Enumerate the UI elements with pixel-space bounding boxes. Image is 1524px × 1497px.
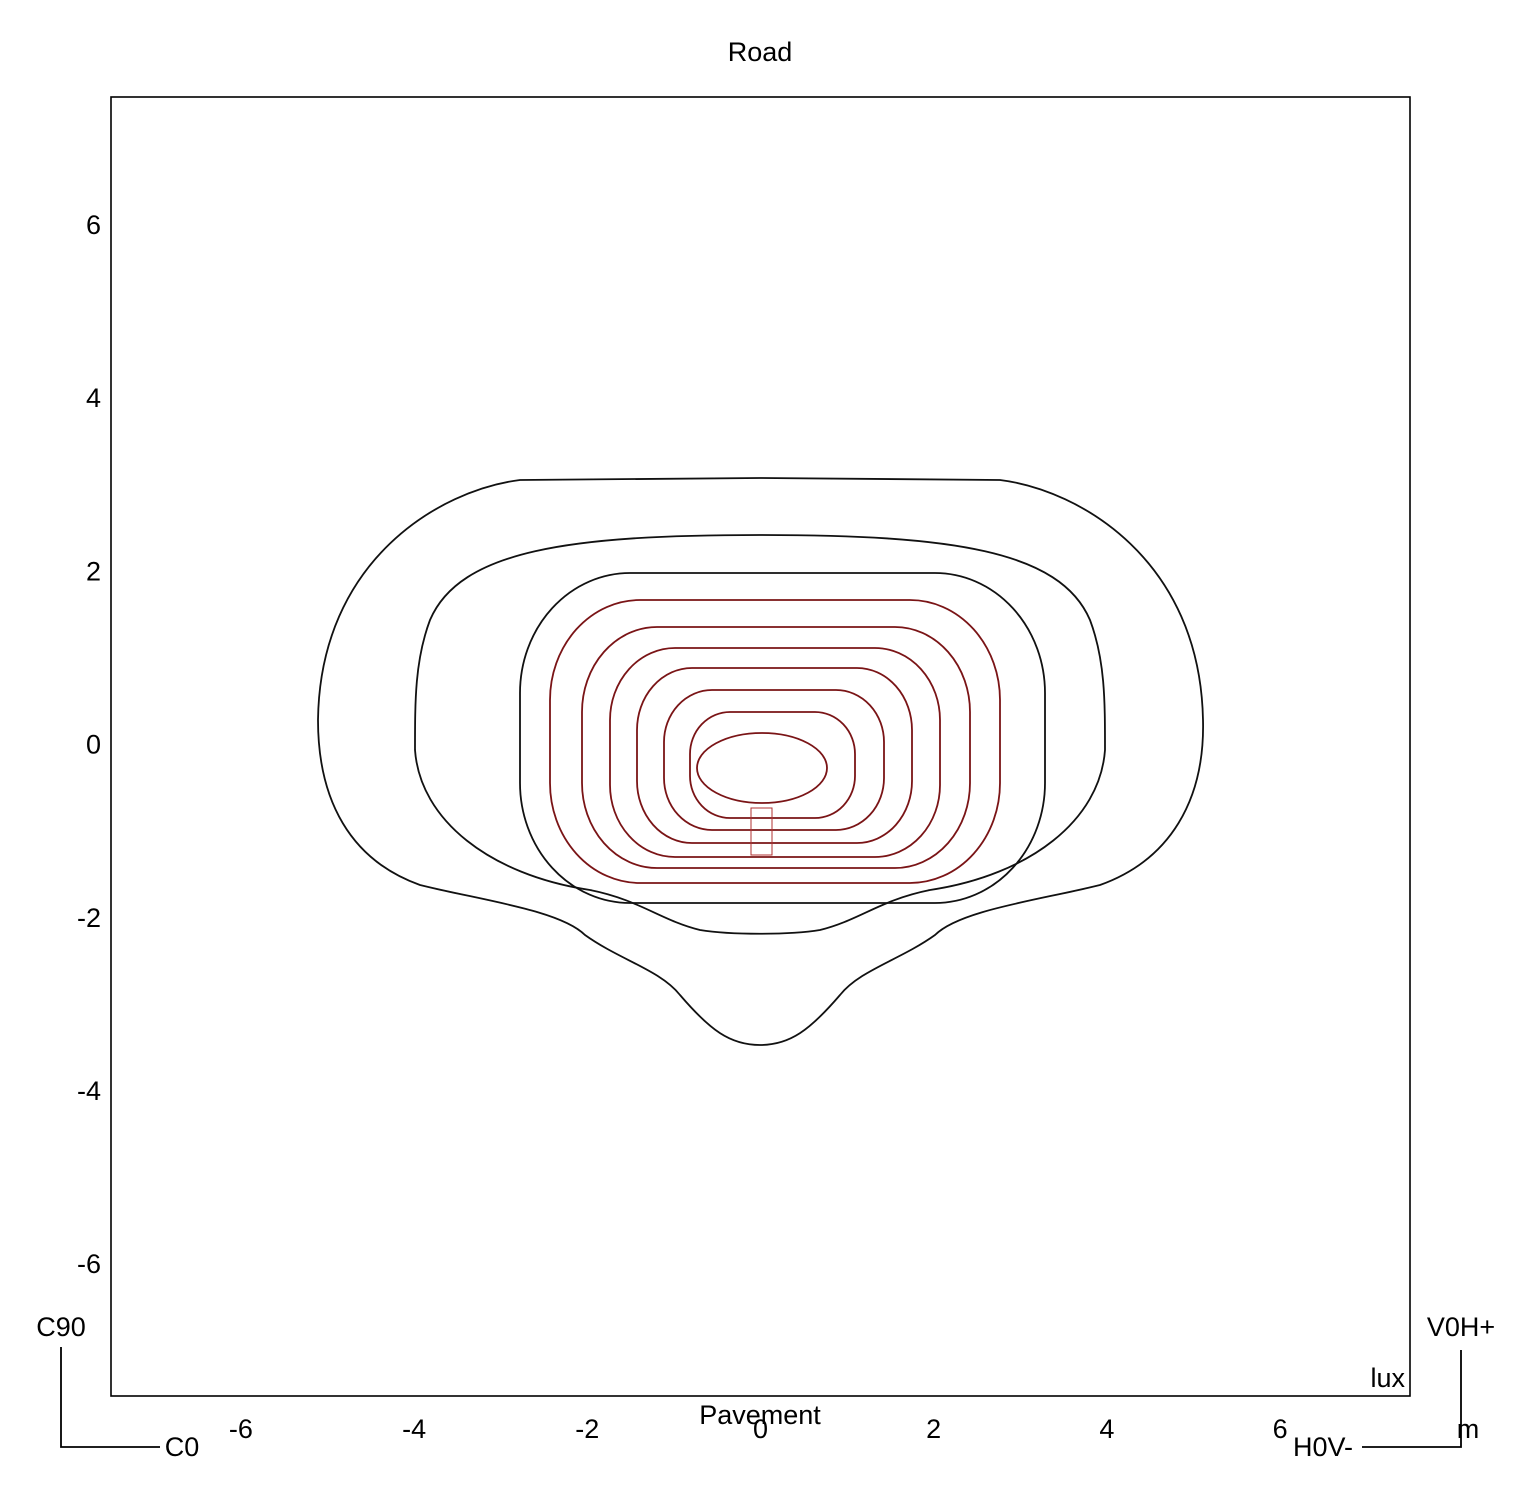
- x-axis-label: Pavement: [699, 1400, 821, 1430]
- contour-line: [549, 599, 1001, 884]
- contour-line: [663, 689, 885, 831]
- corner-axis: [60, 1347, 160, 1448]
- x-tick-label: 6: [1273, 1414, 1288, 1444]
- contour-line: [581, 626, 971, 869]
- x-tick-label: -2: [575, 1414, 599, 1444]
- contour-line: [519, 572, 1046, 904]
- y-tick-label: 6: [86, 210, 101, 240]
- contour-line: [636, 667, 913, 844]
- corner-label: C0: [165, 1432, 200, 1462]
- chart-title: Road: [728, 37, 793, 67]
- contour-line: [317, 477, 1204, 1046]
- x-tick-label: 4: [1099, 1414, 1114, 1444]
- y-tick-label: -4: [77, 1076, 101, 1106]
- corner-label: C90: [36, 1312, 86, 1342]
- x-tick-label: -4: [402, 1414, 426, 1444]
- y-tick-label: 2: [86, 556, 101, 586]
- y-tick-label: -6: [77, 1249, 101, 1279]
- unit-label: lux: [1370, 1363, 1405, 1393]
- corner-label: H0V-: [1293, 1432, 1353, 1462]
- plot-frame: [110, 96, 1411, 1397]
- x-tick-label: 2: [926, 1414, 941, 1444]
- y-tick-label: 4: [86, 383, 101, 413]
- isolux-contours: [317, 477, 1204, 1046]
- contour-line: [609, 647, 941, 858]
- contour-line: [696, 732, 828, 804]
- corner-label: V0H+: [1427, 1312, 1495, 1342]
- x-tick-label: -6: [229, 1414, 253, 1444]
- x-tick-label: 0: [753, 1414, 768, 1444]
- corner-axis: [1362, 1350, 1462, 1448]
- y-tick-label: -2: [77, 903, 101, 933]
- contour-line: [414, 534, 1106, 935]
- luminaire: [750, 807, 773, 856]
- y-tick-label: 0: [86, 730, 101, 760]
- unit-label: m: [1457, 1414, 1480, 1444]
